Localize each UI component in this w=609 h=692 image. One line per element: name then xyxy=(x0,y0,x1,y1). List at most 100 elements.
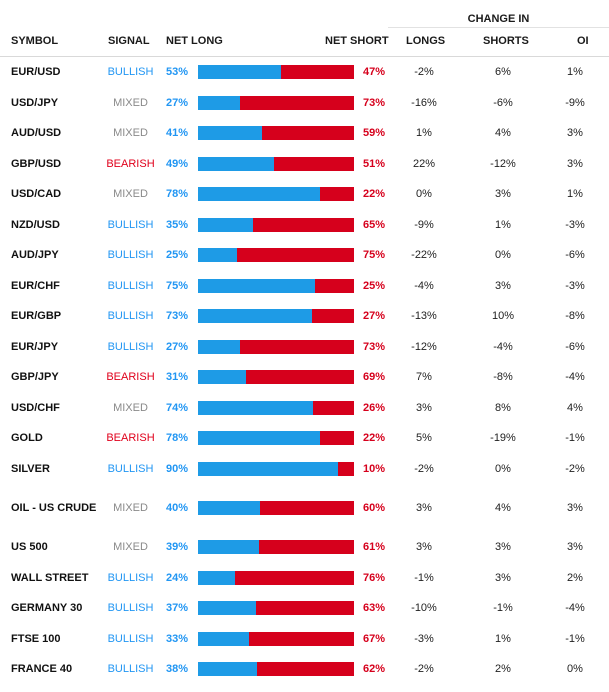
net-short-value: 62% xyxy=(362,663,385,676)
symbol-label[interactable]: EUR/CHF xyxy=(11,279,60,292)
sentiment-bar xyxy=(198,187,354,202)
symbol-label[interactable]: USD/JPY xyxy=(11,96,59,109)
change-oi-value: 3% xyxy=(567,127,583,140)
table-row[interactable]: GBP/USD BEARISH 49% 51% 22% -12% 3% xyxy=(0,149,609,180)
change-oi-value: -1% xyxy=(565,432,585,445)
change-shorts-value: -6% xyxy=(493,96,513,109)
net-long-bar-fill xyxy=(198,217,253,232)
symbol-label[interactable]: EUR/JPY xyxy=(11,340,59,353)
symbol-label[interactable]: GOLD xyxy=(11,432,43,445)
change-shorts-value: 0% xyxy=(495,462,511,475)
table-row[interactable]: EUR/CHF BULLISH 75% 25% -4% 3% -3% xyxy=(0,271,609,302)
change-longs-value: -13% xyxy=(411,310,437,323)
net-long-value: 78% xyxy=(166,188,189,201)
table-row[interactable]: USD/JPY MIXED 27% 73% -16% -6% -9% xyxy=(0,88,609,119)
sentiment-bar xyxy=(198,339,354,354)
symbol-label[interactable]: EUR/USD xyxy=(11,66,61,79)
table-row[interactable]: GOLD BEARISH 78% 22% 5% -19% -1% xyxy=(0,423,609,454)
net-short-bar-fill xyxy=(280,65,354,80)
symbol-label[interactable]: EUR/GBP xyxy=(11,310,62,323)
signal-label: BEARISH xyxy=(106,157,155,170)
net-short-value: 75% xyxy=(362,249,385,262)
net-long-value: 49% xyxy=(166,157,189,170)
sentiment-bar xyxy=(198,631,354,646)
change-oi-value: -6% xyxy=(565,249,585,262)
net-short-bar-fill xyxy=(235,570,354,585)
change-oi-value: -4% xyxy=(565,602,585,615)
table-row[interactable]: GBP/JPY BEARISH 31% 69% 7% -8% -4% xyxy=(0,362,609,393)
sentiment-bar xyxy=(198,217,354,232)
table-row[interactable]: US 500 MIXED 39% 61% 3% 3% 3% xyxy=(0,532,609,563)
table-row[interactable]: EUR/GBP BULLISH 73% 27% -13% 10% -8% xyxy=(0,301,609,332)
signal-label: BULLISH xyxy=(107,602,154,615)
change-longs-value: -12% xyxy=(411,340,437,353)
table-row[interactable]: FTSE 100 BULLISH 33% 67% -3% 1% -1% xyxy=(0,624,609,655)
header-divider xyxy=(0,56,609,57)
net-long-bar-fill xyxy=(198,540,259,555)
table-row[interactable]: OIL - US CRUDE MIXED 40% 60% 3% 4% 3% xyxy=(0,484,609,532)
symbol-label[interactable]: FRANCE 40 xyxy=(11,663,73,676)
net-short-bar-fill xyxy=(257,662,354,677)
table-row[interactable]: SILVER BULLISH 90% 10% -2% 0% -2% xyxy=(0,454,609,485)
group-divider xyxy=(388,27,609,28)
signal-label: BULLISH xyxy=(107,249,154,262)
net-long-bar-fill xyxy=(198,461,339,476)
table-row[interactable]: EUR/JPY BULLISH 27% 73% -12% -4% -6% xyxy=(0,332,609,363)
table-row[interactable]: GERMANY 30 BULLISH 37% 63% -10% -1% -4% xyxy=(0,593,609,624)
change-oi-value: 1% xyxy=(567,188,583,201)
signal-label: BULLISH xyxy=(107,340,154,353)
change-longs-value: -3% xyxy=(414,632,434,645)
table-row[interactable]: AUD/JPY BULLISH 25% 75% -22% 0% -6% xyxy=(0,240,609,271)
symbol-label[interactable]: WALL STREET xyxy=(11,571,89,584)
col-header-longs: LONGS xyxy=(406,35,446,47)
net-short-value: 61% xyxy=(362,541,385,554)
net-short-value: 73% xyxy=(362,340,385,353)
net-short-value: 67% xyxy=(362,632,385,645)
symbol-label[interactable]: GERMANY 30 xyxy=(11,602,83,615)
col-header-oi: OI xyxy=(577,35,589,47)
symbol-label[interactable]: NZD/USD xyxy=(11,218,60,231)
table-row[interactable]: NZD/USD BULLISH 35% 65% -9% 1% -3% xyxy=(0,210,609,241)
net-long-bar-fill xyxy=(198,339,241,354)
sentiment-bar xyxy=(198,400,354,415)
symbol-label[interactable]: GBP/USD xyxy=(11,157,62,170)
signal-label: BULLISH xyxy=(107,310,154,323)
symbol-label[interactable]: OIL - US CRUDE xyxy=(11,502,97,514)
net-short-bar-fill xyxy=(255,601,354,616)
change-oi-value: -3% xyxy=(565,279,585,292)
net-long-bar-fill xyxy=(198,126,262,141)
net-long-bar-fill xyxy=(198,278,315,293)
net-long-bar-fill xyxy=(198,400,314,415)
table-row[interactable]: USD/CHF MIXED 74% 26% 3% 8% 4% xyxy=(0,393,609,424)
symbol-label[interactable]: SILVER xyxy=(11,462,50,475)
net-short-bar-fill xyxy=(311,309,354,324)
net-long-value: 35% xyxy=(166,218,189,231)
change-oi-value: 3% xyxy=(567,502,583,514)
change-shorts-value: -12% xyxy=(490,157,516,170)
symbol-label[interactable]: AUD/JPY xyxy=(11,249,59,262)
change-longs-value: 3% xyxy=(416,541,432,554)
symbol-label[interactable]: FTSE 100 xyxy=(11,632,61,645)
symbol-label[interactable]: GBP/JPY xyxy=(11,371,59,384)
change-shorts-value: 3% xyxy=(495,541,511,554)
symbol-label[interactable]: AUD/USD xyxy=(11,127,62,140)
table-row[interactable]: EUR/USD BULLISH 53% 47% -2% 6% 1% xyxy=(0,57,609,88)
change-oi-value: -1% xyxy=(565,632,585,645)
symbol-label[interactable]: US 500 xyxy=(11,541,48,554)
symbol-label[interactable]: USD/CAD xyxy=(11,188,62,201)
table-row[interactable]: USD/CAD MIXED 78% 22% 0% 3% 1% xyxy=(0,179,609,210)
net-long-bar-fill xyxy=(198,370,247,385)
signal-label: MIXED xyxy=(113,96,148,109)
net-long-value: 33% xyxy=(166,632,189,645)
net-long-value: 27% xyxy=(166,340,189,353)
symbol-label[interactable]: USD/CHF xyxy=(11,401,60,414)
col-header-net-short: NET SHORT xyxy=(325,35,389,47)
table-row[interactable]: AUD/USD MIXED 41% 59% 1% 4% 3% xyxy=(0,118,609,149)
sentiment-bar xyxy=(198,370,354,385)
change-longs-value: -10% xyxy=(411,602,437,615)
table-row[interactable]: WALL STREET BULLISH 24% 76% -1% 3% 2% xyxy=(0,563,609,594)
change-shorts-value: 2% xyxy=(495,663,511,676)
table-row[interactable]: FRANCE 40 BULLISH 38% 62% -2% 2% 0% xyxy=(0,654,609,685)
net-short-value: 59% xyxy=(362,127,385,140)
col-header-net-long: NET LONG xyxy=(166,35,223,47)
